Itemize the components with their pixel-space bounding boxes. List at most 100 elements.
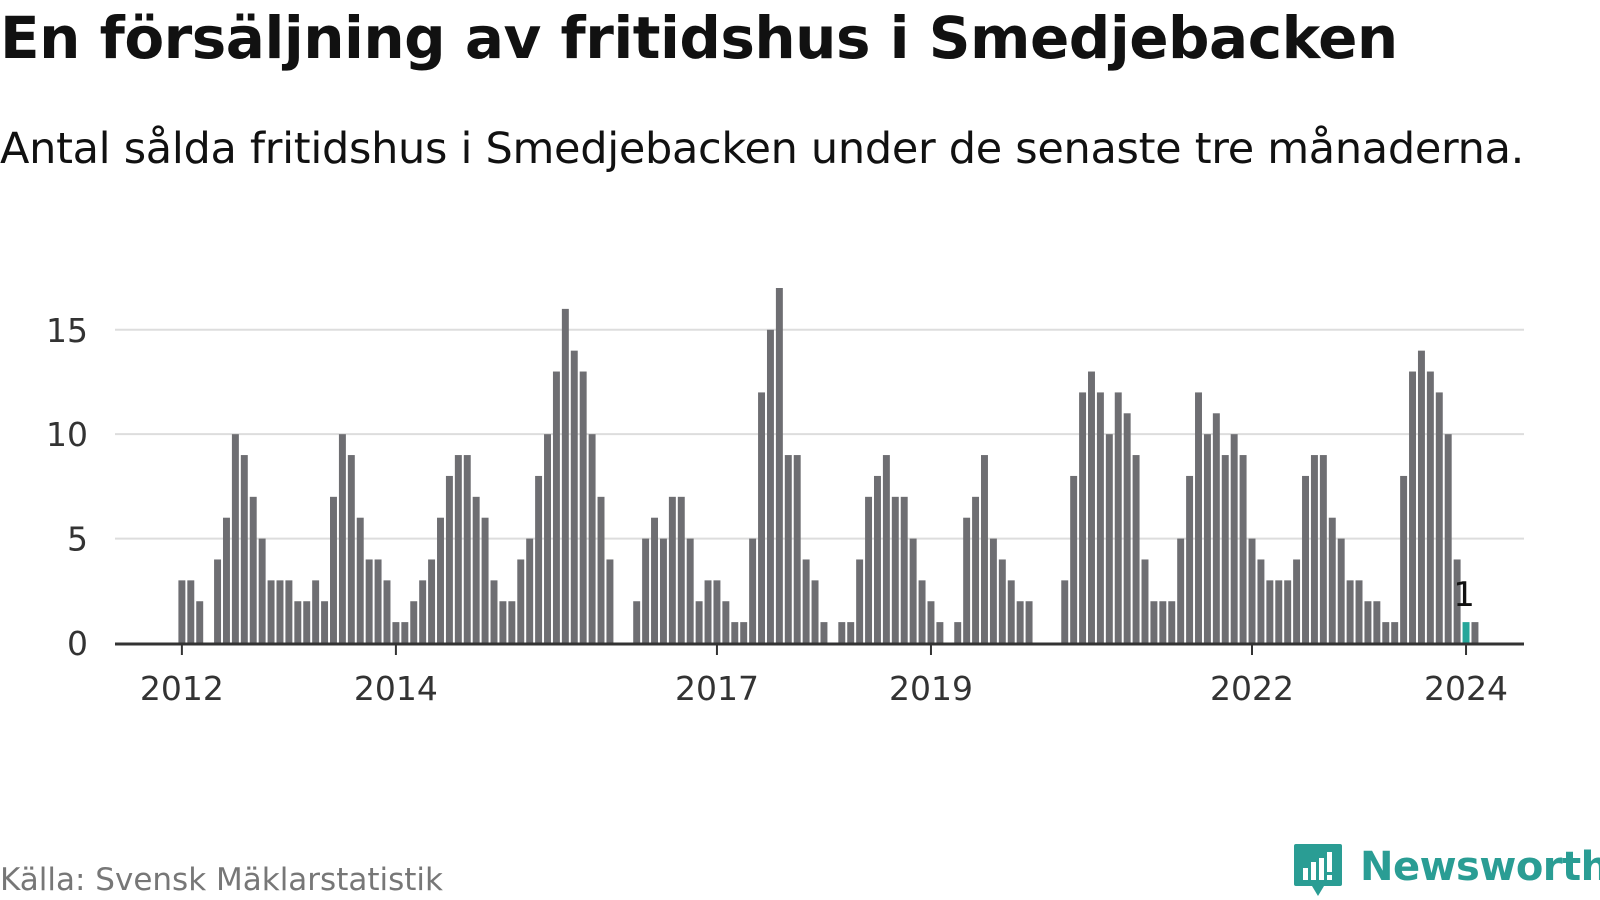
bars bbox=[178, 288, 1479, 643]
bar bbox=[419, 580, 427, 643]
bar bbox=[1453, 559, 1461, 643]
bar bbox=[980, 455, 988, 643]
bar bbox=[838, 622, 846, 643]
bar bbox=[588, 434, 596, 643]
bar bbox=[802, 559, 810, 643]
bar bbox=[695, 601, 703, 643]
highlight-value-label: 1 bbox=[1453, 575, 1475, 615]
bar bbox=[1391, 622, 1399, 643]
bar bbox=[401, 622, 409, 643]
bar bbox=[963, 517, 971, 643]
newsworthy-logo-icon bbox=[1294, 844, 1342, 896]
bar bbox=[579, 371, 587, 643]
brand-name: Newsworthy bbox=[1360, 844, 1600, 890]
bar-highlight bbox=[1462, 622, 1470, 643]
bar bbox=[472, 496, 480, 643]
y-tick-label: 0 bbox=[67, 624, 88, 663]
bar bbox=[481, 517, 489, 643]
bar bbox=[490, 580, 498, 643]
bar bbox=[1230, 434, 1238, 643]
bar bbox=[731, 622, 739, 643]
bar bbox=[633, 601, 641, 643]
bar bbox=[659, 538, 667, 643]
bar bbox=[276, 580, 284, 643]
bar bbox=[552, 371, 560, 643]
bar bbox=[1319, 455, 1327, 643]
x-tick-label: 2014 bbox=[354, 669, 438, 708]
bar bbox=[544, 434, 551, 643]
bar bbox=[499, 601, 507, 643]
bar bbox=[526, 538, 534, 643]
bar bbox=[356, 517, 364, 643]
bar bbox=[1159, 601, 1167, 643]
x-tick-label: 2012 bbox=[140, 669, 224, 708]
bar bbox=[909, 538, 917, 643]
bar bbox=[1088, 371, 1095, 643]
bar bbox=[258, 538, 266, 643]
x-tick-label: 2019 bbox=[889, 669, 973, 708]
bar bbox=[294, 601, 302, 643]
bar bbox=[463, 455, 471, 643]
bar bbox=[347, 455, 355, 643]
bar bbox=[766, 329, 774, 643]
bar bbox=[740, 622, 748, 643]
bar bbox=[989, 538, 997, 643]
bar bbox=[383, 580, 391, 643]
bar bbox=[1310, 455, 1318, 643]
x-axis bbox=[115, 642, 1524, 655]
bar bbox=[856, 559, 864, 643]
bar bbox=[267, 580, 275, 643]
bar bbox=[1346, 580, 1354, 643]
bar bbox=[1016, 601, 1024, 643]
bar bbox=[374, 559, 382, 643]
bar bbox=[918, 580, 926, 643]
bar bbox=[606, 559, 614, 643]
bar bbox=[1266, 580, 1274, 643]
bar bbox=[1025, 601, 1033, 643]
bar bbox=[704, 580, 712, 643]
bar bbox=[321, 601, 329, 643]
bar bbox=[1373, 601, 1381, 643]
bar bbox=[303, 601, 311, 643]
bar bbox=[1417, 350, 1425, 643]
bar bbox=[178, 580, 186, 643]
bar bbox=[445, 475, 453, 643]
bar bbox=[240, 455, 248, 643]
bar bbox=[900, 496, 908, 643]
bar bbox=[312, 580, 320, 643]
bar bbox=[428, 559, 436, 643]
bar bbox=[1195, 392, 1202, 643]
bar bbox=[793, 455, 801, 643]
bar bbox=[811, 580, 819, 643]
bar bbox=[820, 622, 828, 643]
bar bbox=[517, 559, 525, 643]
bar bbox=[1284, 580, 1292, 643]
source-note: Källa: Svensk Mäklarstatistik bbox=[0, 862, 443, 898]
bar bbox=[1007, 580, 1015, 643]
bar bbox=[873, 475, 881, 643]
bar bbox=[1221, 455, 1229, 643]
labels: 0 5 10 15 1 2012 2014 2017 2019 2022 2024 bbox=[46, 311, 1508, 708]
x-tick-label: 2024 bbox=[1424, 669, 1508, 708]
bar bbox=[1400, 475, 1408, 643]
bar bbox=[891, 496, 899, 643]
brand-logo[interactable]: Newsworthy bbox=[1292, 842, 1600, 900]
bar bbox=[214, 559, 222, 643]
bar bbox=[1132, 455, 1140, 643]
bar bbox=[668, 496, 676, 643]
bar bbox=[1275, 580, 1283, 643]
bar bbox=[1435, 392, 1443, 643]
bar-chart: 0 5 10 15 1 2012 2014 2017 2019 2022 2024 bbox=[46, 288, 1524, 708]
bar bbox=[749, 538, 757, 643]
bar bbox=[285, 580, 293, 643]
bar bbox=[998, 559, 1006, 643]
bar bbox=[410, 601, 418, 643]
bar bbox=[1177, 538, 1185, 643]
y-tick-label: 5 bbox=[67, 520, 88, 559]
bar bbox=[1212, 413, 1220, 643]
bar bbox=[1203, 434, 1211, 643]
bar bbox=[1141, 559, 1149, 643]
bar bbox=[1293, 559, 1301, 643]
y-tick-label: 15 bbox=[46, 311, 88, 350]
bar bbox=[1079, 392, 1087, 643]
